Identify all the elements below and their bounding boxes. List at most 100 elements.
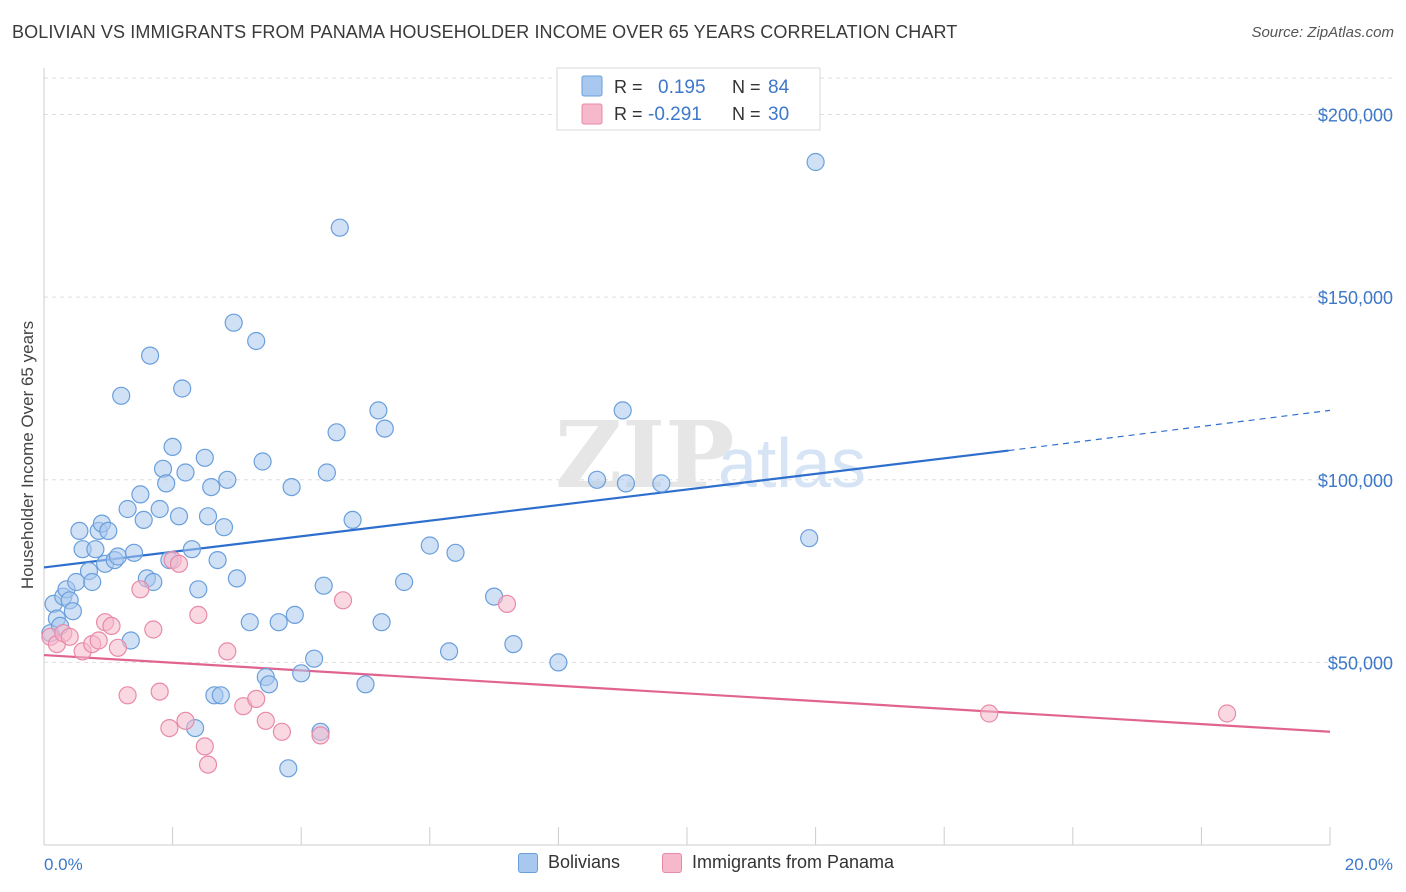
point-bolivians-83 [806, 152, 825, 172]
point-bolivians-62 [314, 576, 333, 595]
point-bolivians-65 [330, 218, 349, 237]
point-bolivians-46 [214, 518, 234, 537]
point-bolivians-42 [202, 478, 221, 497]
point-panama-21 [218, 642, 237, 661]
point-bolivians-56 [279, 759, 298, 778]
y-tick-label-1: $100,000 [1318, 471, 1393, 491]
point-panama-27 [333, 591, 353, 610]
point-panama-14 [160, 718, 179, 738]
point-bolivians-17 [99, 521, 118, 541]
chart-title: BOLIVIAN VS IMMIGRANTS FROM PANAMA HOUSE… [12, 22, 958, 42]
point-bolivians-23 [124, 543, 144, 562]
point-bolivians-72 [420, 536, 439, 555]
legend-item-panama[interactable]: Immigrants from Panama [662, 852, 894, 873]
y-axis: $50,000 $100,000 $150,000 $200,000 [43, 68, 1393, 845]
point-bolivians-68 [369, 401, 388, 420]
legend-label-panama: Immigrants from Panama [692, 852, 895, 872]
legend-item-bolivians[interactable]: Bolivians [518, 852, 620, 873]
point-bolivians-78 [587, 470, 607, 489]
point-panama-28 [497, 594, 517, 614]
point-bolivians-69 [372, 613, 391, 632]
point-bolivians-12 [83, 572, 102, 592]
point-bolivians-77 [549, 653, 568, 672]
point-bolivians-49 [227, 569, 246, 588]
point-bolivians-45 [211, 686, 230, 705]
legend-label-bolivians: Bolivians [548, 852, 621, 872]
point-bolivians-74 [446, 543, 465, 562]
x-tick-label-max: 20.0% [1345, 855, 1393, 874]
trend-line-panama [43, 653, 1331, 733]
point-panama-18 [189, 605, 208, 625]
stats-legend-r-label-2: R = [614, 104, 643, 124]
point-panama-10 [118, 686, 137, 705]
y-tick-label-2: $150,000 [1318, 288, 1393, 308]
stats-legend-r-value-1: 0.195 [658, 77, 706, 98]
point-bolivians-58 [285, 605, 304, 625]
point-panama-17 [176, 711, 195, 730]
point-bolivians-50 [240, 613, 259, 632]
point-bolivians-59 [292, 664, 311, 683]
point-bolivians-35 [173, 379, 192, 398]
point-bolivians-47 [218, 470, 237, 489]
point-panama-24 [256, 711, 275, 730]
point-panama-16 [169, 554, 189, 573]
point-bolivians-57 [282, 478, 301, 497]
point-bolivians-76 [504, 634, 523, 654]
point-bolivians-37 [182, 540, 201, 559]
trend-line-bolivians [43, 449, 1009, 569]
grid-lines [44, 77, 1395, 663]
point-bolivians-48 [224, 313, 243, 332]
point-bolivians-7 [63, 602, 83, 621]
point-bolivians-20 [112, 386, 131, 405]
point-panama-25 [272, 722, 291, 741]
point-bolivians-29 [150, 499, 169, 519]
stats-legend-n-value-1: 84 [768, 77, 790, 98]
watermark-atlas: atlas [718, 424, 866, 502]
point-panama-6 [89, 631, 108, 650]
trend-line-bolivians-extension [1008, 409, 1331, 452]
point-bolivians-66 [343, 510, 362, 530]
point-bolivians-21 [118, 499, 137, 519]
stats-legend-n-label-2: N = [732, 104, 761, 124]
legend-swatch-panama [662, 852, 682, 873]
point-bolivians-33 [163, 437, 182, 456]
point-panama-11 [131, 580, 150, 599]
legend-swatch-bolivians [518, 852, 538, 873]
trend-lines [43, 409, 1331, 733]
point-bolivians-41 [198, 507, 218, 526]
stats-legend-n-label-1: N = [732, 77, 761, 97]
stats-legend-swatch-blue [581, 75, 603, 97]
point-bolivians-36 [176, 463, 195, 482]
point-panama-20 [198, 755, 218, 774]
series-points [41, 152, 1237, 778]
point-bolivians-25 [134, 510, 153, 530]
point-bolivians-82 [800, 529, 819, 548]
point-panama-9 [108, 638, 128, 657]
point-bolivians-73 [440, 642, 459, 661]
point-bolivians-55 [269, 613, 288, 632]
point-bolivians-27 [141, 346, 160, 365]
stats-legend: R = 0.195 N = 84 R = -0.291 N = 30 [556, 67, 821, 131]
point-bolivians-81 [652, 474, 671, 493]
stats-legend-n-value-2: 30 [768, 104, 789, 125]
y-tick-label-3: $200,000 [1318, 106, 1393, 126]
point-bolivians-31 [157, 474, 176, 493]
point-bolivians-40 [195, 448, 214, 467]
point-panama-29 [980, 704, 999, 723]
point-panama-30 [1217, 704, 1237, 723]
point-bolivians-71 [395, 572, 414, 592]
point-bolivians-79 [613, 401, 632, 420]
point-panama-8 [102, 616, 121, 636]
point-bolivians-63 [317, 463, 336, 482]
point-panama-19 [195, 737, 214, 756]
point-bolivians-39 [189, 580, 208, 599]
point-bolivians-67 [356, 675, 375, 694]
x-axis: 0.0% 20.0% [43, 827, 1393, 874]
point-panama-26 [311, 726, 330, 745]
watermark-zip: ZIP [555, 401, 734, 509]
point-panama-23 [247, 689, 266, 709]
x-tick-label-min: 0.0% [44, 855, 83, 874]
stats-legend-r-value-2: -0.291 [648, 104, 702, 125]
point-bolivians-60 [305, 649, 324, 668]
